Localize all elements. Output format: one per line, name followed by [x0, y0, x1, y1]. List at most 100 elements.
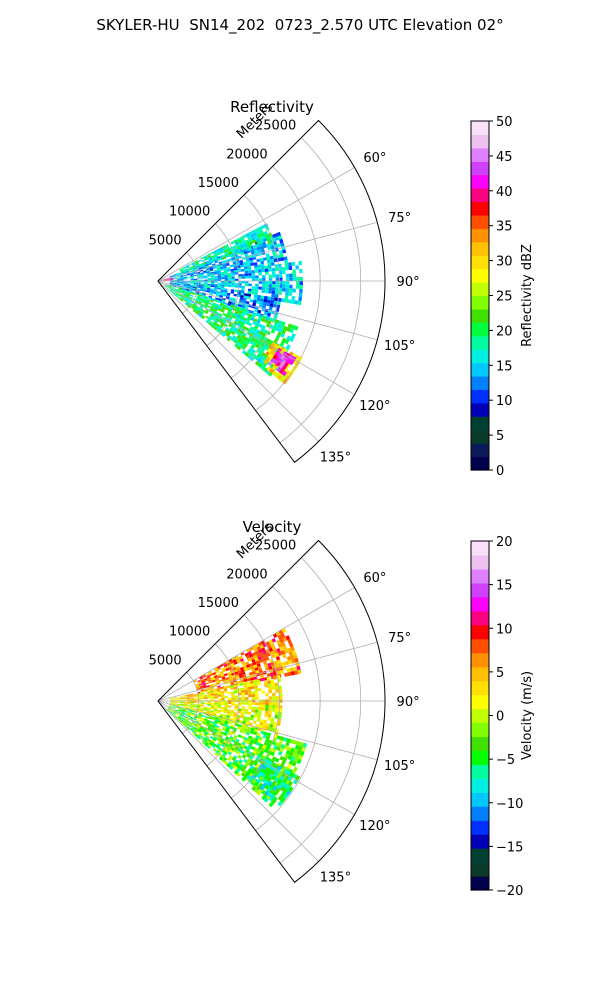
colorbar-swatch — [471, 834, 489, 849]
colorbar-swatch — [471, 778, 489, 793]
colorbar-tick-label: −20 — [496, 884, 523, 899]
radial-tick-label: 25000 — [255, 539, 296, 554]
colorbar-swatch — [471, 638, 489, 654]
colorbar-swatch — [471, 848, 489, 863]
data-region — [166, 704, 308, 808]
data-region — [179, 223, 274, 274]
colorbar-swatch — [471, 736, 489, 751]
radial-tick-label: 10000 — [169, 205, 210, 220]
radar-data-field — [166, 628, 308, 808]
panel-title: Velocity — [243, 518, 302, 536]
colorbar-swatch — [471, 255, 489, 270]
colorbar-swatch — [471, 541, 489, 556]
radial-tick-label: 10000 — [169, 625, 210, 640]
colorbar-swatch — [471, 876, 489, 891]
colorbar-swatch — [471, 806, 489, 821]
radial-tick-label: 25000 — [255, 119, 296, 134]
colorbar-swatch — [471, 792, 489, 807]
colorbar-swatch — [471, 624, 489, 640]
data-region — [268, 347, 297, 377]
colorbar-swatch — [471, 362, 489, 377]
radial-tick-label: 5000 — [149, 233, 182, 248]
colorbar-swatch — [471, 722, 489, 738]
radial-tick-label: 5000 — [149, 653, 182, 668]
colorbar-tick-label: 5 — [496, 666, 504, 681]
colorbar-swatch — [471, 582, 489, 598]
theta-tick-label: 75° — [388, 631, 411, 646]
polar-axes-frame — [157, 539, 386, 883]
colorbar-tick-label: 25 — [496, 290, 513, 305]
colorbar-swatch — [471, 666, 489, 682]
radial-gridline — [157, 700, 378, 761]
colorbar-tick-label: 15 — [496, 359, 513, 374]
polar-axes-frame — [157, 119, 386, 463]
colorbar-swatch — [471, 174, 489, 189]
colorbar-swatch — [471, 295, 489, 310]
colorbar-swatch — [471, 228, 489, 243]
radial-tick-label: 15000 — [198, 596, 239, 611]
colorbar-swatch — [471, 764, 489, 779]
colorbar-swatch — [471, 402, 489, 417]
colorbar-swatch — [471, 429, 489, 444]
colorbar-swatch — [471, 389, 489, 404]
radial-gridline — [157, 641, 378, 702]
radial-gridline — [157, 700, 319, 862]
theta-tick-label: 135° — [320, 870, 351, 885]
colorbar-tick-label: 30 — [496, 255, 513, 270]
colorbar-swatch — [471, 376, 489, 391]
colorbar-swatch — [471, 694, 489, 710]
theta-tick-label: 75° — [388, 211, 411, 226]
colorbar-swatch — [471, 241, 489, 256]
colorbar-swatch — [471, 349, 489, 364]
colorbar-swatch — [471, 161, 489, 176]
colorbar-tick-label: 35 — [496, 220, 513, 235]
colorbar-tick-label: 20 — [496, 324, 513, 339]
colorbar-tick-label: −10 — [496, 797, 523, 812]
theta-tick-label: 60° — [363, 571, 386, 586]
colorbar-swatch — [471, 188, 489, 203]
theta-tick-label: 120° — [359, 399, 390, 414]
colorbar-swatch — [471, 708, 489, 724]
colorbar-swatch — [471, 214, 489, 229]
colorbar-swatch — [471, 456, 489, 471]
radial-gridline — [157, 587, 355, 702]
figure-title: SKYLER-HU SN14_202 0723_2.570 UTC Elevat… — [96, 16, 504, 34]
radial-tick-label: 15000 — [198, 176, 239, 191]
theta-tick-label: 90° — [397, 275, 420, 290]
colorbar-swatch — [471, 652, 489, 668]
reflectivity-panel: Reflectivity500010000150002000025000Mete… — [149, 98, 535, 479]
radial-gridline — [157, 167, 355, 282]
theta-tick-label: 105° — [384, 339, 415, 354]
theta-tick-label: 90° — [397, 695, 420, 710]
colorbar-swatch — [471, 443, 489, 458]
colorbar-tick-label: −5 — [496, 753, 515, 768]
colorbar-tick-label: 0 — [496, 464, 504, 479]
colorbar-swatch — [471, 134, 489, 149]
range-ring — [279, 137, 362, 444]
polar-grid — [157, 557, 385, 864]
colorbar-swatch — [471, 335, 489, 350]
colorbar-tick-label: 15 — [496, 579, 513, 594]
colorbar-swatch — [471, 322, 489, 337]
range-ring — [279, 557, 362, 864]
colorbar-tick-label: 10 — [496, 622, 513, 637]
theta-tick-label: 135° — [320, 450, 351, 465]
radial-gridline — [157, 280, 378, 341]
colorbar-swatch — [471, 596, 489, 612]
colorbar-swatch — [471, 201, 489, 216]
colorbar-swatch — [471, 820, 489, 835]
radial-gridline — [157, 700, 355, 815]
colorbar-swatch — [471, 121, 489, 136]
colorbar-swatch — [471, 862, 489, 877]
colorbar-swatch — [471, 282, 489, 297]
colorbar-tick-label: 20 — [496, 535, 513, 550]
colorbar-tick-label: −15 — [496, 840, 523, 855]
colorbar-tick-label: 10 — [496, 394, 513, 409]
range-ring — [230, 614, 280, 799]
radial-gridline — [157, 221, 378, 282]
radial-gridline — [157, 280, 319, 442]
range-ring — [206, 643, 240, 767]
range-ring — [182, 252, 199, 314]
colorbar-tick-label: 50 — [496, 115, 513, 130]
colorbar-tick-label: 5 — [496, 429, 504, 444]
